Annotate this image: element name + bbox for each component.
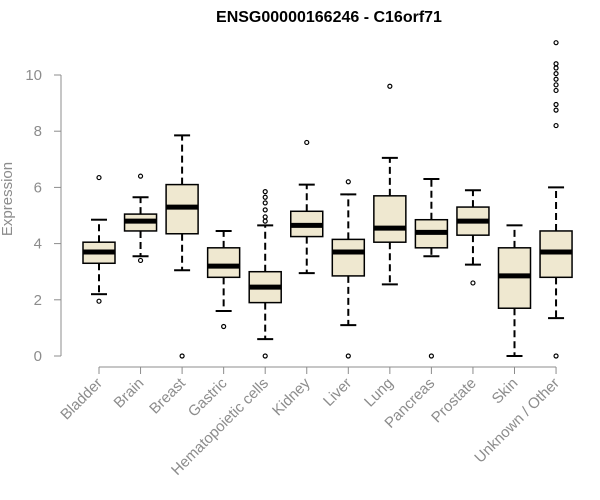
outlier-point (345, 179, 351, 185)
outlier-point (262, 189, 268, 195)
box-kidney (290, 139, 324, 275)
outlier-point (96, 298, 102, 304)
y-axis-label: Expression (0, 162, 16, 236)
y-tick-label: 4 (34, 236, 42, 253)
y-tick-label: 0 (34, 348, 42, 365)
outlier-point (345, 353, 351, 359)
iqr-box (373, 195, 407, 243)
y-tick-label: 6 (34, 179, 42, 196)
x-tick-label: Prostate (428, 375, 480, 427)
box-hematopoietic-cells (248, 189, 282, 359)
outlier-point (137, 257, 144, 264)
outlier-point (553, 101, 559, 108)
x-tick-label: Bladder (57, 375, 106, 424)
box-skin (497, 224, 532, 357)
outlier-point (262, 214, 268, 220)
outlier-point (553, 76, 559, 82)
outlier-point (179, 353, 185, 359)
outlier-point (428, 353, 434, 359)
y-tick-label: 8 (34, 123, 42, 140)
x-tick-label: Breast (146, 374, 189, 417)
outlier-point (553, 82, 559, 88)
y-axis: 0 2 4 6 8 10 (25, 67, 62, 365)
outlier-point (553, 353, 559, 359)
outlier-point (387, 83, 393, 89)
outlier-point (262, 194, 268, 200)
outlier-point (304, 139, 310, 146)
box-brain (123, 173, 158, 264)
y-tick-label: 2 (34, 292, 42, 309)
box-breast (165, 134, 199, 359)
y-tick-label: 10 (25, 67, 42, 84)
outlier-point (96, 174, 102, 181)
x-tick-label: Lung (361, 375, 397, 411)
iqr-box (331, 238, 366, 277)
outlier-point (137, 173, 144, 179)
outlier-point (553, 61, 559, 67)
x-tick-label: Skin (489, 375, 522, 408)
outlier-point (262, 207, 268, 213)
box-unknown-other (539, 40, 573, 359)
box-liver (331, 179, 366, 359)
outlier-point (553, 40, 559, 46)
iqr-box (206, 247, 241, 279)
outlier-point (262, 200, 268, 206)
x-tick-label: Brain (111, 375, 148, 412)
outlier-point (470, 280, 476, 286)
box-prostate (456, 189, 490, 286)
box-gastric (206, 229, 241, 330)
outlier-point (553, 70, 559, 77)
outlier-point (262, 218, 268, 224)
outlier-point (553, 122, 559, 129)
box-pancreas (414, 177, 449, 359)
x-tick-label: Liver (320, 375, 355, 410)
box-bladder (82, 174, 116, 304)
x-tick-label: Kidney (269, 374, 314, 419)
outlier-point (262, 353, 268, 359)
outlier-point (553, 107, 559, 113)
box-lung (373, 83, 407, 286)
outlier-point (553, 87, 559, 94)
chart-title: ENSG00000166246 - C16orf71 (216, 9, 442, 26)
plot-area (82, 40, 573, 359)
outlier-point (221, 323, 227, 330)
outlier-point (553, 65, 559, 71)
